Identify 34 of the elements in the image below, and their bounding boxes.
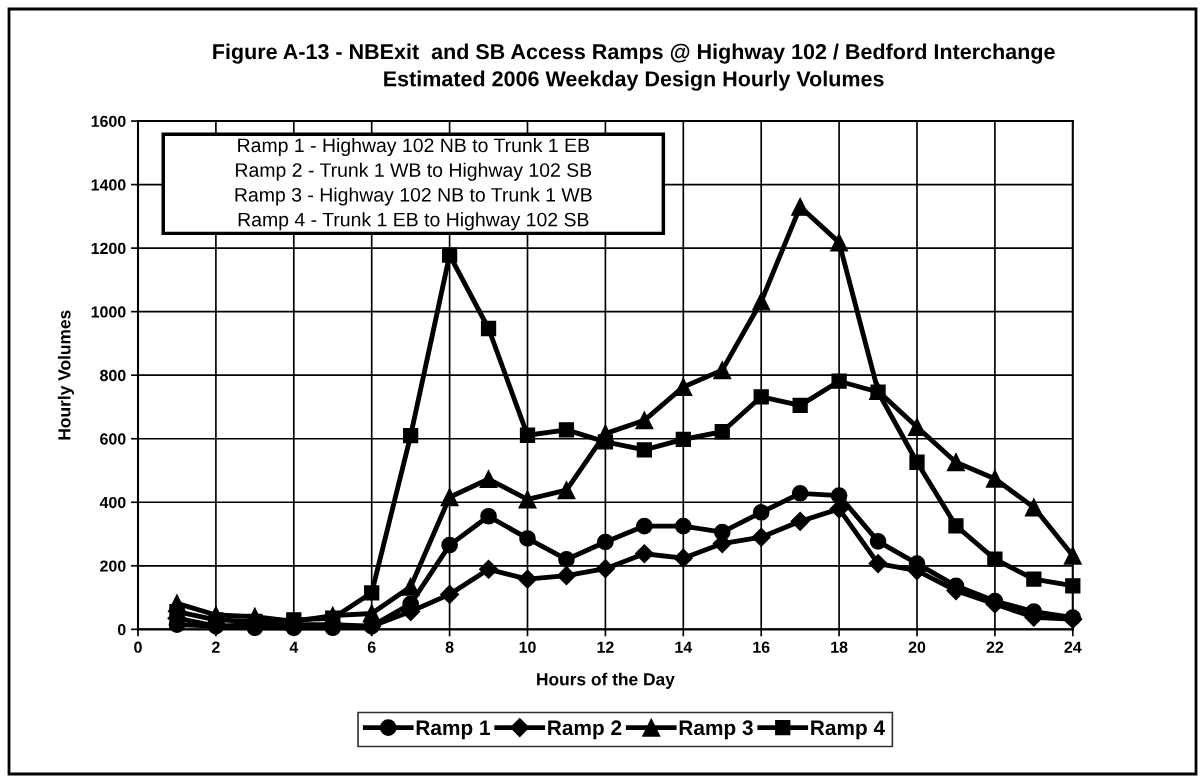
x-tick-label: 24 [1064, 641, 1082, 653]
y-tick-label: 800 [100, 369, 126, 382]
annotation: Ramp 4 - Trunk 1 EB to Highway 102 SB [238, 212, 589, 231]
y-tick-label: 1000 [91, 306, 126, 318]
legend-label: Ramp 3 [679, 720, 753, 740]
x-tick-label: 4 [289, 641, 299, 653]
y-tick-label: 400 [99, 496, 126, 509]
x-tick-label: 12 [597, 641, 614, 653]
annotation: Ramp 1 - Highway 102 NB to Trunk 1 EB [238, 137, 589, 157]
chart-subtitle: Estimated 2006 Weekday Design Hourly Volumes [384, 70, 884, 91]
y-axis-title: Hourly Volumes [57, 310, 74, 440]
legend-label: Ramp 1 [416, 720, 490, 740]
x-tick-label: 10 [519, 641, 536, 653]
annotation: Ramp 2 - Trunk 1 WB to Highway 102 SB [236, 162, 592, 181]
legend-label: Ramp 2 [548, 720, 622, 740]
y-tick-label: 0 [117, 623, 126, 636]
x-tick-label: 16 [753, 641, 770, 653]
x-tick-label: 18 [831, 641, 848, 653]
y-tick-label: 1600 [91, 115, 126, 127]
chart-title: Figure A-13 - NBExit and SB Access Ramps @ Highway 102 / Bedford Interchange [213, 43, 1055, 64]
x-axis-title: Hours of the Day [537, 672, 675, 689]
x-tick-label: 2 [212, 641, 220, 653]
x-tick-label: 8 [445, 641, 454, 653]
y-tick-label: 600 [100, 433, 126, 445]
x-tick-label: 20 [908, 641, 926, 653]
legend-label: Ramp 4 [811, 720, 885, 740]
x-tick-label: 0 [134, 641, 142, 653]
y-tick-label: 1200 [91, 242, 126, 255]
x-tick-label: 14 [675, 641, 693, 653]
y-tick-label: 200 [100, 560, 126, 572]
x-tick-label: 22 [986, 641, 1004, 653]
annotation: Ramp 3 - Highway 102 NB to Trunk 1 WB [235, 187, 592, 206]
x-tick-label: 6 [367, 641, 376, 653]
y-tick-label: 1400 [91, 179, 126, 191]
